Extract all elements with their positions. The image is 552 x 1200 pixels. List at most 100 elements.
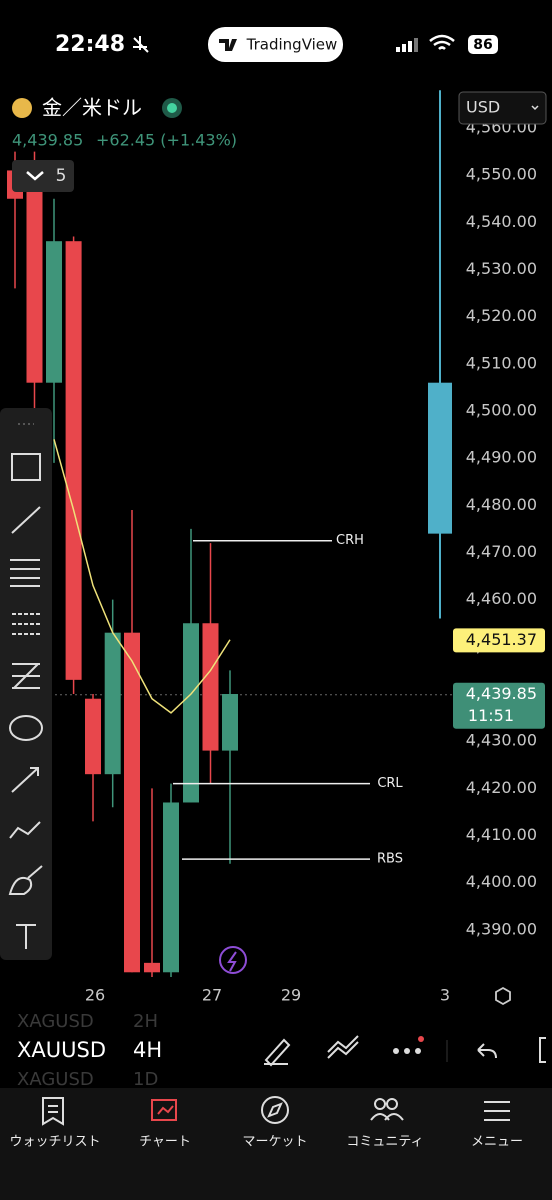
ticker-tools xyxy=(264,1035,546,1067)
candle-body xyxy=(163,802,179,973)
tool-pattern[interactable] xyxy=(12,663,40,689)
nav-label[interactable]: コミュニティ xyxy=(346,1135,423,1150)
candle-body xyxy=(183,623,199,803)
ticker-interval[interactable]: 2H xyxy=(133,1011,158,1032)
more-dot xyxy=(404,1048,410,1054)
x-tick-label: 27 xyxy=(202,986,222,1005)
x-tick-label: 3 xyxy=(440,986,450,1005)
interval-box[interactable] xyxy=(12,160,74,192)
tool-icons xyxy=(8,423,43,949)
chart-area: 4,560.004,550.004,540.004,530.004,520.00… xyxy=(0,90,545,1005)
alert-dot xyxy=(418,1036,424,1042)
candle-body xyxy=(104,632,121,775)
y-tick-label: 4,430.00 xyxy=(466,731,537,750)
app-pill xyxy=(208,27,343,62)
ticker-interval[interactable]: 4H xyxy=(133,1038,162,1062)
y-tick-label: 4,480.00 xyxy=(466,495,537,514)
tool-path[interactable] xyxy=(9,821,41,839)
symbol-name[interactable]: 金／米ドル xyxy=(42,96,142,120)
tool-line[interactable] xyxy=(11,506,41,534)
y-tick-label: 4,470.00 xyxy=(466,542,537,561)
silent-icon xyxy=(133,36,149,53)
drawing-toolbar xyxy=(0,408,52,960)
level-label: CRH xyxy=(336,533,364,548)
app-logo xyxy=(219,39,237,51)
candle-body xyxy=(46,241,62,383)
y-tick-label: 4,420.00 xyxy=(466,778,537,797)
y-tick-label: 4,530.00 xyxy=(466,259,537,278)
candle-body xyxy=(65,241,82,680)
candle-body xyxy=(202,623,219,751)
y-tick-label: 4,550.00 xyxy=(466,165,537,184)
nav-label[interactable]: ウォッチリスト xyxy=(9,1135,100,1150)
tool-fib[interactable] xyxy=(10,559,40,587)
y-tick-label: 4,510.00 xyxy=(466,353,537,372)
price-tag xyxy=(453,682,545,729)
candle-body xyxy=(144,962,160,973)
level-label: RBS xyxy=(377,852,403,867)
x-tick-label: 26 xyxy=(85,986,105,1005)
nav-label[interactable]: チャート xyxy=(139,1135,191,1150)
status-dot xyxy=(167,103,177,113)
ticker-symbol[interactable]: XAGUSD xyxy=(17,1011,94,1032)
tool-fib-ext[interactable] xyxy=(12,613,40,635)
price-change: +62.45 (+1.43%) xyxy=(96,131,237,150)
currency-select[interactable] xyxy=(458,91,547,125)
draw-tool[interactable] xyxy=(264,1038,291,1067)
currency-chevron xyxy=(531,105,539,111)
ticker-symbol[interactable]: XAGUSD xyxy=(17,1069,94,1090)
y-tick-label: 4,500.00 xyxy=(466,401,537,420)
signal-icon xyxy=(396,38,418,52)
price-tag-label: 4,451.37 xyxy=(466,630,537,649)
more-dot[interactable] xyxy=(415,1048,421,1054)
nav-labels: ウォッチリスト チャート マーケット コミュニティ メニュー xyxy=(9,1135,523,1150)
clock: 22:48 xyxy=(55,32,125,57)
y-tick-label: 4,390.00 xyxy=(466,919,537,938)
settings-icon[interactable] xyxy=(495,986,511,1006)
y-tick-label: 4,410.00 xyxy=(466,825,537,844)
price-tag xyxy=(453,628,545,653)
price-tag-label: 4,439.85 xyxy=(466,684,537,703)
lightning-icon xyxy=(227,951,237,972)
last-price: 4,439.85 xyxy=(12,131,83,150)
candle-body xyxy=(26,165,43,383)
nav-label[interactable]: メニュー xyxy=(471,1135,523,1150)
y-tick-label: 4,520.00 xyxy=(466,306,537,325)
level-label: CRL xyxy=(377,776,403,791)
currency: USD xyxy=(466,98,500,117)
lightning-button[interactable] xyxy=(219,946,247,974)
indicators[interactable] xyxy=(327,1035,359,1059)
battery xyxy=(468,35,498,54)
y-tick-label: 4,540.00 xyxy=(466,212,537,231)
moving-average xyxy=(53,439,231,714)
candle-body xyxy=(428,382,452,534)
tool-arrow[interactable] xyxy=(11,767,39,793)
candle-body xyxy=(124,632,140,973)
more-dot xyxy=(393,1048,399,1054)
tool-shape[interactable] xyxy=(9,715,43,741)
tool-rect[interactable] xyxy=(11,453,41,481)
symbol-icon xyxy=(12,98,32,118)
wifi-icon xyxy=(429,34,455,50)
interval-count: 5 xyxy=(56,166,67,186)
candle-body xyxy=(85,698,101,775)
ticker-list: XAGUSD 2H XAUUSD 4H XAGUSD 1D xyxy=(17,1011,162,1090)
redo[interactable] xyxy=(539,1037,546,1063)
y-tick-label: 4,490.00 xyxy=(466,448,537,467)
nav-icons xyxy=(42,1096,510,1126)
y-tick-label: 4,460.00 xyxy=(466,589,537,608)
candle-body xyxy=(222,694,238,751)
tool-text[interactable] xyxy=(16,924,36,949)
x-tick-label: 29 xyxy=(281,986,301,1005)
tool-brush[interactable] xyxy=(8,865,43,895)
ticker-symbol[interactable]: XAUUSD xyxy=(17,1038,106,1062)
app-name: TradingView xyxy=(246,36,338,54)
ticker-interval[interactable]: 1D xyxy=(133,1069,158,1090)
battery-level: 86 xyxy=(473,37,492,53)
y-tick-label: 4,400.00 xyxy=(466,872,537,891)
nav-label[interactable]: マーケット xyxy=(242,1135,307,1150)
undo[interactable] xyxy=(477,1043,497,1059)
chevron xyxy=(26,171,44,181)
